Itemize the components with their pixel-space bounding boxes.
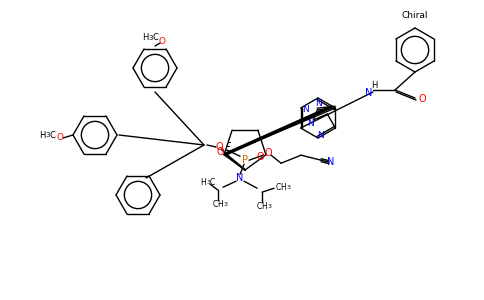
- Text: N: N: [327, 157, 335, 167]
- Text: O: O: [215, 142, 223, 152]
- Text: C: C: [49, 130, 55, 140]
- Text: N: N: [302, 106, 309, 115]
- Text: P: P: [242, 155, 248, 165]
- Text: H: H: [200, 178, 206, 187]
- Text: 3: 3: [286, 185, 290, 190]
- Text: N: N: [315, 98, 321, 107]
- Text: 3: 3: [149, 35, 153, 41]
- Text: C: C: [210, 178, 215, 187]
- Text: H: H: [280, 183, 286, 192]
- Text: H: H: [371, 82, 377, 91]
- Text: N: N: [318, 131, 324, 140]
- Text: Chiral: Chiral: [402, 11, 428, 20]
- Text: N: N: [236, 173, 244, 183]
- Text: C: C: [152, 34, 158, 43]
- Text: O: O: [418, 94, 426, 104]
- Text: O: O: [257, 152, 264, 162]
- Text: 3: 3: [267, 204, 271, 209]
- Text: N: N: [307, 118, 314, 127]
- Text: C: C: [275, 183, 281, 192]
- Text: 3: 3: [206, 180, 210, 185]
- Text: C: C: [212, 200, 218, 209]
- Text: O: O: [216, 147, 224, 157]
- Text: H: H: [39, 130, 45, 140]
- Text: C: C: [257, 202, 262, 211]
- Text: H: H: [261, 202, 267, 211]
- Text: 3: 3: [223, 202, 227, 207]
- Text: O: O: [158, 37, 166, 46]
- Text: H: H: [217, 200, 223, 209]
- Text: O: O: [57, 134, 63, 142]
- Text: H: H: [142, 34, 148, 43]
- Text: O: O: [264, 148, 272, 158]
- Text: 3: 3: [46, 132, 50, 138]
- Text: N: N: [365, 88, 373, 98]
